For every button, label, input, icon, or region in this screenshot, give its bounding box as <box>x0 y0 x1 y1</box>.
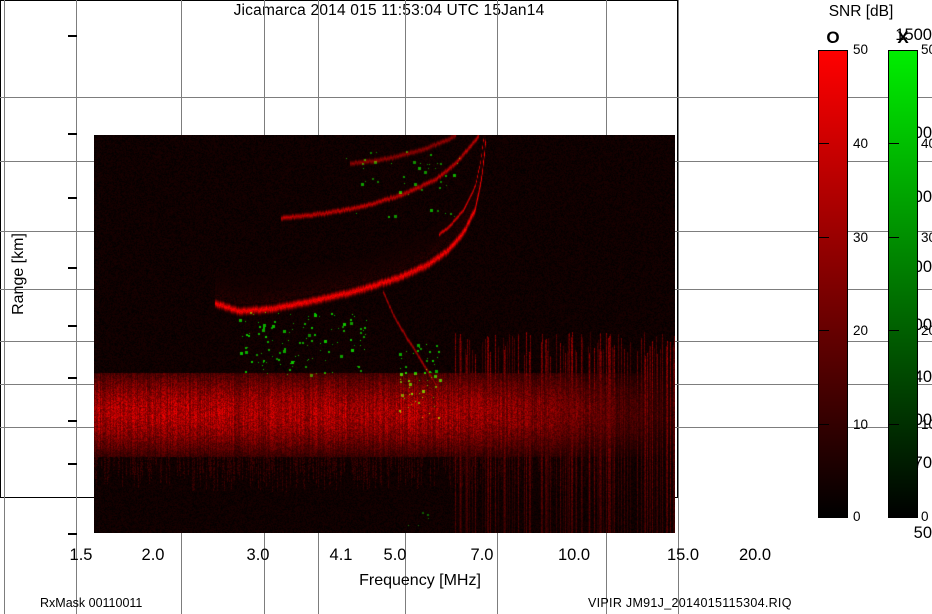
gridline-y-300 <box>0 231 932 232</box>
x-axis-title: Frequency [MHz] <box>359 572 481 589</box>
colorbar-x-num-10: 10 <box>921 417 932 432</box>
gridline-y-800 <box>0 97 932 98</box>
gridline-x-3 <box>181 0 182 614</box>
x-tick-label-2_0: 2.0 <box>141 546 165 564</box>
colorbar-o-num-10: 10 <box>853 417 869 432</box>
colorbar-o-mode <box>818 50 848 518</box>
gridline-x-9 <box>678 0 679 614</box>
gridline-x-7 <box>497 0 498 614</box>
colorbar-o-label: O <box>826 28 840 47</box>
y-tick-200 <box>68 325 77 327</box>
x-tick-label-5_0: 5.0 <box>383 546 407 564</box>
y-tick-70 <box>68 463 77 465</box>
y-tick-label-50: 50 <box>913 524 932 542</box>
gridline-y-100 <box>0 384 932 385</box>
colorbar-x-num-0: 0 <box>921 509 929 524</box>
gridline-y-200 <box>0 289 932 290</box>
x-tick-label-15_0: 15.0 <box>666 546 700 564</box>
x-tick-label-20_0: 20.0 <box>738 546 772 564</box>
y-tick-500 <box>68 197 77 199</box>
colorbar-x-tick-30 <box>888 237 899 238</box>
x-tick-label-4_1: 4.1 <box>329 546 353 564</box>
colorbar-o-num-40: 40 <box>853 136 869 151</box>
colorbar-x-num-20: 20 <box>921 323 932 338</box>
colorbar-o-tick-20 <box>818 330 829 331</box>
plot-title: Jicamarca 2014 015 11:53:04 UTC 15Jan14 <box>233 2 545 19</box>
colorbar-title: SNR [dB] <box>828 3 894 20</box>
y-tick-50 <box>68 533 77 535</box>
colorbar-x-tick-40 <box>888 143 899 144</box>
x-tick-label-1_5: 1.5 <box>69 546 93 564</box>
footer-rxmask: RxMask 00110011 <box>40 596 143 610</box>
gridline-x-2 <box>76 0 77 614</box>
x-tick-label-3_0: 3.0 <box>246 546 270 564</box>
gridline-x-8 <box>606 0 607 614</box>
y-tick-1500 <box>68 35 77 37</box>
gridline-y-500 <box>0 161 932 162</box>
colorbar-o-num-50: 50 <box>853 42 869 57</box>
y-tick-800 <box>68 133 77 135</box>
colorbar-x-tick-20 <box>888 330 899 331</box>
y-axis-title: Range [km] <box>10 233 27 315</box>
colorbar-o-num-30: 30 <box>853 230 869 245</box>
gridline-y-140 <box>0 341 932 342</box>
y-tick-100 <box>68 420 77 422</box>
gridline-x-1 <box>4 0 5 614</box>
colorbar-o-num-20: 20 <box>853 323 869 338</box>
colorbar-o-tick-10 <box>818 424 829 425</box>
colorbar-o-tick-30 <box>818 237 829 238</box>
colorbar-o-num-0: 0 <box>853 509 861 524</box>
colorbar-x-num-40: 40 <box>921 136 932 151</box>
colorbar-x-num-50: 50 <box>921 42 932 57</box>
footer-filename: VIPIR JM91J_2014015115304.RIQ <box>588 596 792 610</box>
gridline-x-5 <box>318 0 319 614</box>
colorbar-o-tick-40 <box>818 143 829 144</box>
x-tick-label-10_0: 10.0 <box>557 546 591 564</box>
colorbar-x-tick-10 <box>888 424 899 425</box>
x-tick-label-7_0: 7.0 <box>470 546 494 564</box>
gridline-x-4 <box>264 0 265 614</box>
gridline-y-70 <box>0 427 932 428</box>
y-tick-label-70: 70 <box>913 454 932 472</box>
colorbar-x-label: X <box>897 28 909 47</box>
gridline-x-6 <box>405 0 406 614</box>
colorbar-x-mode <box>888 50 918 518</box>
y-tick-140 <box>68 377 77 379</box>
colorbar-x-num-30: 30 <box>921 230 932 245</box>
y-tick-label-1500: 1500 <box>895 26 932 44</box>
y-tick-300 <box>68 267 77 269</box>
